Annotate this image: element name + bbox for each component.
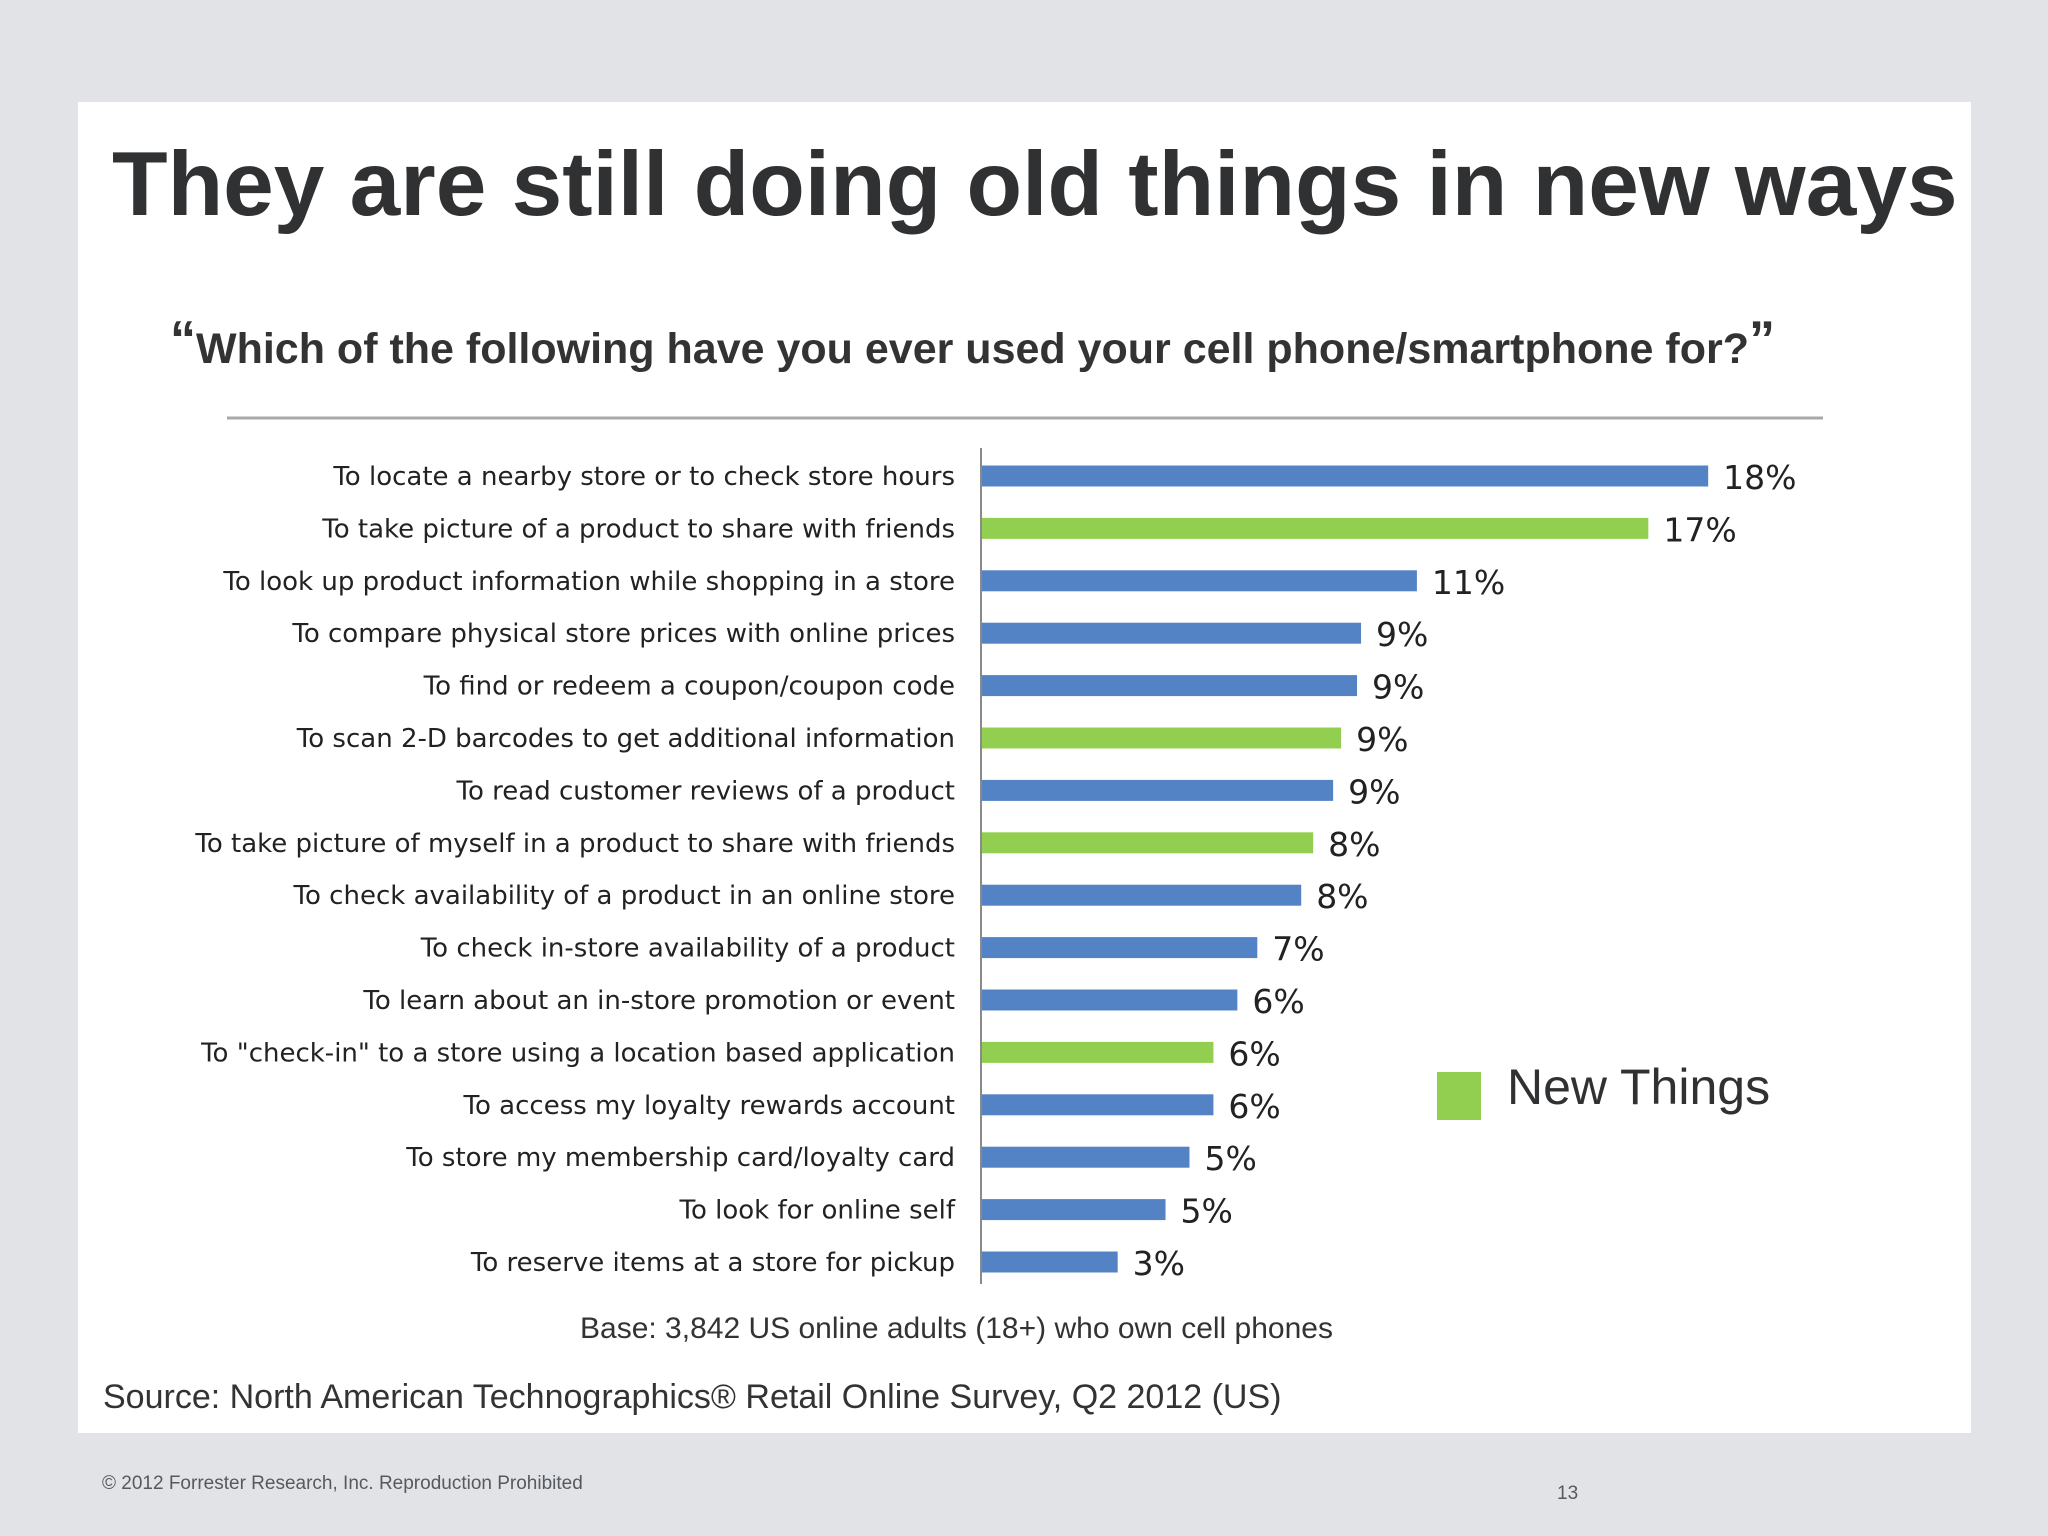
bar-13 [982,1146,1190,1168]
copyright-notice: © 2012 Forrester Research, Inc. Reproduc… [102,1473,583,1494]
survey-question-text: Which of the following have you ever use… [196,325,1749,373]
category-label-7: To take picture of myself in a product t… [194,829,955,859]
bar-0 [982,465,1709,487]
bar-1 [982,517,1649,539]
bar-10 [982,989,1238,1011]
bar-3 [982,622,1362,644]
value-label-14: 5% [1181,1192,1233,1231]
bar-chart: To locate a nearby store or to check sto… [194,416,1823,1284]
value-label-3: 9% [1376,615,1428,654]
open-quote: “ [170,311,196,369]
value-label-4: 9% [1372,668,1424,707]
slide-title: They are still doing old things in new w… [112,134,1958,235]
bar-11 [982,1041,1214,1063]
bar-9 [982,937,1258,959]
bar-14 [982,1199,1166,1221]
value-label-8: 8% [1316,877,1368,916]
value-label-7: 8% [1328,825,1380,864]
bar-15 [982,1251,1118,1273]
category-label-14: To look for online self [678,1196,955,1226]
category-label-10: To learn about an in-store promotion or … [362,986,955,1016]
category-label-1: To take picture of a product to share wi… [321,514,955,544]
bar-5 [982,727,1342,749]
category-label-9: To check in-store availability of a prod… [420,934,955,964]
value-label-13: 5% [1204,1139,1256,1178]
value-label-0: 18% [1723,458,1796,497]
category-label-0: To locate a nearby store or to check sto… [332,462,955,492]
bar-2 [982,570,1417,592]
value-label-9: 7% [1272,930,1324,969]
survey-question: “Which of the following have you ever us… [170,310,1890,374]
bar-7 [982,832,1314,854]
category-label-3: To compare physical store prices with on… [291,619,955,649]
base-note: Base: 3,842 US online adults (18+) who o… [580,1312,1333,1345]
category-label-13: To store my membership card/loyalty card [405,1143,955,1173]
category-label-5: To scan 2-D barcodes to get additional i… [296,724,955,754]
legend-swatch-new-things [1437,1072,1481,1120]
value-label-12: 6% [1228,1087,1280,1126]
category-label-2: To look up product information while sho… [222,567,955,597]
category-label-12: To access my loyalty rewards account [463,1091,955,1121]
legend: New Things [1437,1054,1770,1120]
page-number: 13 [1557,1483,1579,1504]
value-label-2: 11% [1432,563,1505,602]
value-label-5: 9% [1356,720,1408,759]
category-label-6: To read customer reviews of a product [456,776,955,806]
value-label-6: 9% [1348,772,1400,811]
value-label-10: 6% [1252,982,1304,1021]
value-label-11: 6% [1228,1034,1280,1073]
category-label-4: To find or redeem a coupon/coupon code [423,672,955,702]
bar-8 [982,884,1302,906]
legend-label: New Things [1507,1059,1771,1115]
bar-12 [982,1094,1214,1116]
category-label-11: To "check-in" to a store using a locatio… [200,1038,955,1068]
category-label-15: To reserve items at a store for pickup [470,1248,955,1278]
bar-6 [982,779,1334,801]
source-note: Source: North American Technographics® R… [103,1378,1282,1416]
value-label-15: 3% [1133,1244,1185,1283]
bar-4 [982,675,1358,697]
category-label-8: To check availability of a product in an… [293,881,955,911]
close-quote: ” [1748,311,1775,369]
value-label-1: 17% [1663,510,1736,549]
